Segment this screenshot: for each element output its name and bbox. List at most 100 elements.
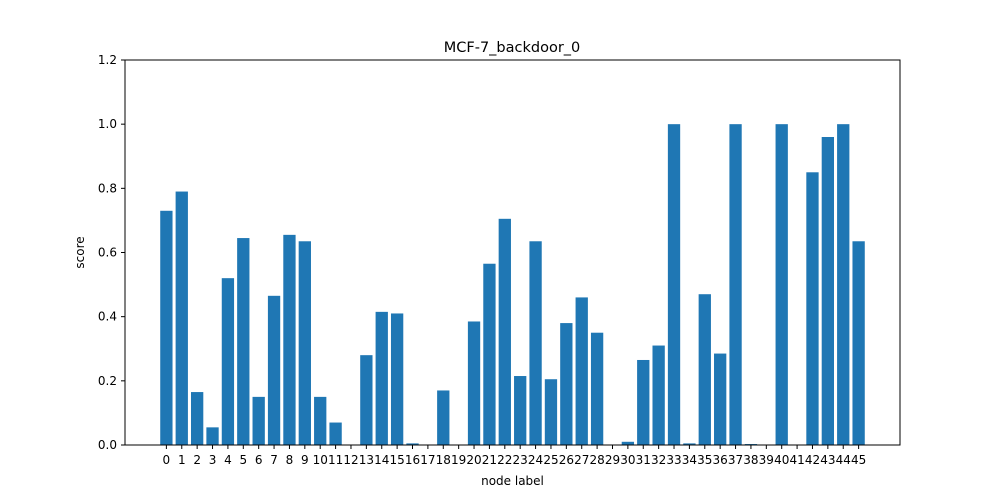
- x-tick-label: 29: [605, 453, 620, 467]
- bar-15: [390, 313, 404, 445]
- x-tick-label: 26: [559, 453, 574, 467]
- bar-27: [575, 297, 588, 445]
- bar-43: [821, 137, 835, 445]
- bar-33: [667, 124, 681, 446]
- x-tick-label: 17: [420, 453, 435, 467]
- bar-34: [683, 443, 696, 445]
- bar-31: [637, 359, 650, 445]
- x-tick-label: 7: [270, 453, 278, 467]
- x-tick-label: 4: [224, 453, 232, 467]
- bar-3: [206, 427, 219, 445]
- x-tick-label: 39: [759, 453, 774, 467]
- x-tick-label: 5: [239, 453, 247, 467]
- y-axis-label: score: [73, 236, 87, 268]
- x-tick-label: 18: [436, 453, 451, 467]
- x-tick-label: 21: [482, 453, 497, 467]
- x-tick-label: 32: [651, 453, 666, 467]
- bar-21: [483, 263, 496, 445]
- bar-23: [514, 376, 527, 445]
- bar-37: [729, 124, 742, 446]
- bar-24: [529, 241, 542, 445]
- x-tick-label: 22: [497, 453, 512, 467]
- bar-36: [714, 353, 727, 445]
- x-tick-label: 0: [163, 453, 171, 467]
- bar-42: [806, 172, 819, 445]
- x-tick-label: 25: [543, 453, 558, 467]
- bar-8: [283, 234, 296, 445]
- bar-18: [437, 390, 450, 445]
- x-tick-label: 30: [620, 453, 635, 467]
- x-tick-label: 34: [682, 453, 697, 467]
- bar-1: [175, 191, 188, 445]
- x-tick-label: 41: [789, 453, 804, 467]
- x-tick-label: 14: [374, 453, 389, 467]
- x-tick-label: 44: [836, 453, 851, 467]
- bar-13: [360, 355, 373, 445]
- y-tick-label: 0.4: [98, 310, 117, 324]
- bar-40: [775, 124, 788, 446]
- x-tick-label: 13: [359, 453, 374, 467]
- x-tick-label: 43: [820, 453, 835, 467]
- bars-group: [160, 124, 865, 446]
- bar-45: [852, 241, 865, 445]
- x-tick-label: 3: [209, 453, 217, 467]
- x-tick-label: 33: [666, 453, 681, 467]
- x-tick-label: 37: [728, 453, 743, 467]
- plot-frame: [124, 59, 901, 446]
- x-tick-label: 38: [743, 453, 758, 467]
- y-tick-label: 0.2: [98, 374, 117, 388]
- x-tick-label: 27: [574, 453, 589, 467]
- x-tick-label: 35: [697, 453, 712, 467]
- x-tick-label: 12: [343, 453, 358, 467]
- x-tick-label: 40: [774, 453, 789, 467]
- bar-4: [221, 278, 235, 445]
- x-tick-label: 9: [301, 453, 309, 467]
- bar-14: [375, 311, 388, 445]
- x-tick-label: 15: [389, 453, 404, 467]
- x-tick-label: 11: [328, 453, 343, 467]
- x-axis-label: node label: [481, 474, 544, 488]
- bar-26: [560, 323, 573, 445]
- y-tick-label: 1.0: [98, 117, 117, 131]
- bar-7: [267, 295, 281, 445]
- bar-0: [160, 210, 173, 445]
- bar-25: [544, 379, 558, 445]
- x-tick-label: 42: [805, 453, 820, 467]
- x-tick-label: 31: [636, 453, 651, 467]
- bar-2: [190, 392, 204, 445]
- bar-16: [406, 443, 419, 445]
- y-tick-label: 0.8: [98, 181, 117, 195]
- x-tick-label: 1: [178, 453, 186, 467]
- bar-6: [252, 396, 265, 445]
- x-tick-label: 24: [528, 453, 543, 467]
- bar-44: [837, 124, 850, 446]
- chart-title: MCF-7_backdoor_0: [444, 40, 581, 56]
- x-tick-label: 2: [193, 453, 201, 467]
- y-tick-label: 1.2: [98, 53, 117, 67]
- bar-35: [698, 294, 711, 445]
- bar-30: [621, 441, 635, 445]
- bar-10: [314, 396, 327, 445]
- bar-28: [590, 332, 604, 445]
- bar-32: [652, 345, 665, 445]
- x-tick-label: 28: [589, 453, 604, 467]
- y-tick-label: 0.6: [98, 246, 117, 260]
- bar-20: [467, 321, 481, 445]
- bar-9: [298, 241, 311, 445]
- x-tick-label: 23: [513, 453, 528, 467]
- bar-5: [237, 238, 250, 445]
- x-tick-label: 8: [286, 453, 294, 467]
- x-tick-label: 19: [451, 453, 466, 467]
- x-tick-label: 10: [313, 453, 328, 467]
- y-axis: 0.0 0.2 0.4 0.6 0.8 1.0 1.2: [98, 53, 125, 452]
- y-tick-label: 0.0: [98, 438, 117, 452]
- x-tick-label: 36: [713, 453, 728, 467]
- x-axis: 0 1 2 3 4 5 6 7 8 9 10 11 12 13 14 15 16 17 18 19 20 21 22 23 24…: [163, 445, 866, 467]
- bar-11: [329, 422, 342, 445]
- bar-22: [498, 218, 511, 445]
- x-tick-label: 16: [405, 453, 420, 467]
- x-tick-label: 20: [466, 453, 481, 467]
- x-tick-label: 45: [851, 453, 866, 467]
- x-tick-label: 6: [255, 453, 263, 467]
